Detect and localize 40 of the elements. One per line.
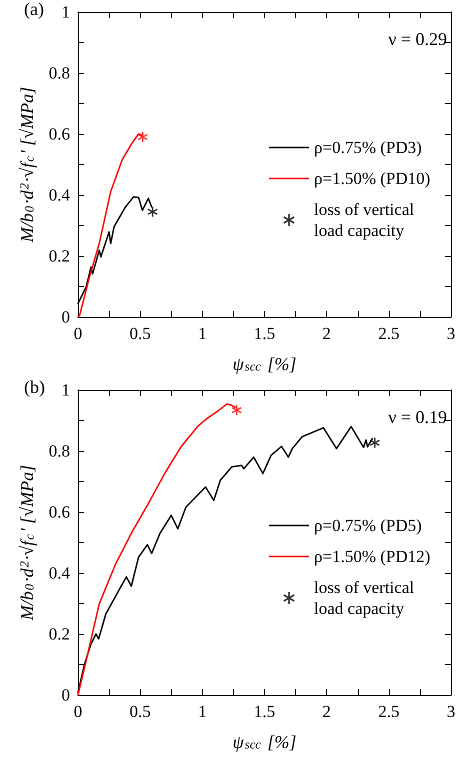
y-tick-label: 0 (62, 686, 70, 704)
y-tick-label: 0.4 (48, 564, 70, 582)
x-tick-label: 3 (446, 324, 456, 343)
x-axis-title: ψscc [%] (232, 732, 296, 752)
x-tick-label: 1.5 (254, 324, 276, 343)
chart-title: (b) (24, 377, 45, 397)
chart-title: (a) (24, 0, 44, 19)
legend-label: ρ=0.75% (PD3) (314, 138, 422, 157)
legend-label: ρ=1.50% (PD10) (314, 169, 430, 188)
x-tick-label: 1.5 (254, 702, 276, 721)
legend-label: loss of vertical load capacity (314, 578, 418, 618)
y-tick-label: 0.2 (48, 624, 70, 644)
x-tick-label: 1 (198, 702, 207, 721)
legend-label: ρ=0.75% (PD5) (314, 516, 422, 535)
annotation: ν = 0.19 (388, 407, 448, 427)
x-axis-title: ψscc [%] (232, 354, 296, 374)
y-tick-label: 0.4 (48, 186, 70, 204)
y-axis-title: M/b0·d2·√fc′ [√MPa] (17, 86, 37, 244)
x-tick-label: 0.5 (130, 702, 151, 721)
x-tick-label: 0 (74, 702, 82, 721)
legend-label: loss of vertical load capacity (314, 200, 418, 240)
x-tick-label: 2.5 (378, 324, 400, 343)
y-tick-label: 0 (62, 308, 70, 326)
x-tick-label: 3 (446, 702, 456, 721)
y-tick-label: 1 (62, 2, 70, 22)
y-axis-title: M/b0·d2·√fc′ [√MPa] (17, 464, 37, 622)
x-tick-label: 0.5 (130, 324, 151, 343)
y-tick-label: 0.2 (48, 246, 70, 266)
y-tick-label: 0.6 (48, 124, 70, 144)
x-tick-label: 0 (74, 324, 82, 343)
x-tick-label: 2 (322, 324, 331, 343)
legend-label: ρ=1.50% (PD12) (314, 547, 430, 566)
annotation: ν = 0.29 (388, 29, 448, 49)
y-tick-label: 0.8 (48, 442, 70, 460)
y-tick-label: 1 (62, 380, 70, 400)
x-tick-label: 1 (198, 324, 207, 343)
x-tick-label: 2 (322, 702, 331, 721)
x-tick-label: 2.5 (378, 702, 400, 721)
y-tick-label: 0.8 (48, 64, 70, 82)
y-tick-label: 0.6 (48, 502, 70, 522)
